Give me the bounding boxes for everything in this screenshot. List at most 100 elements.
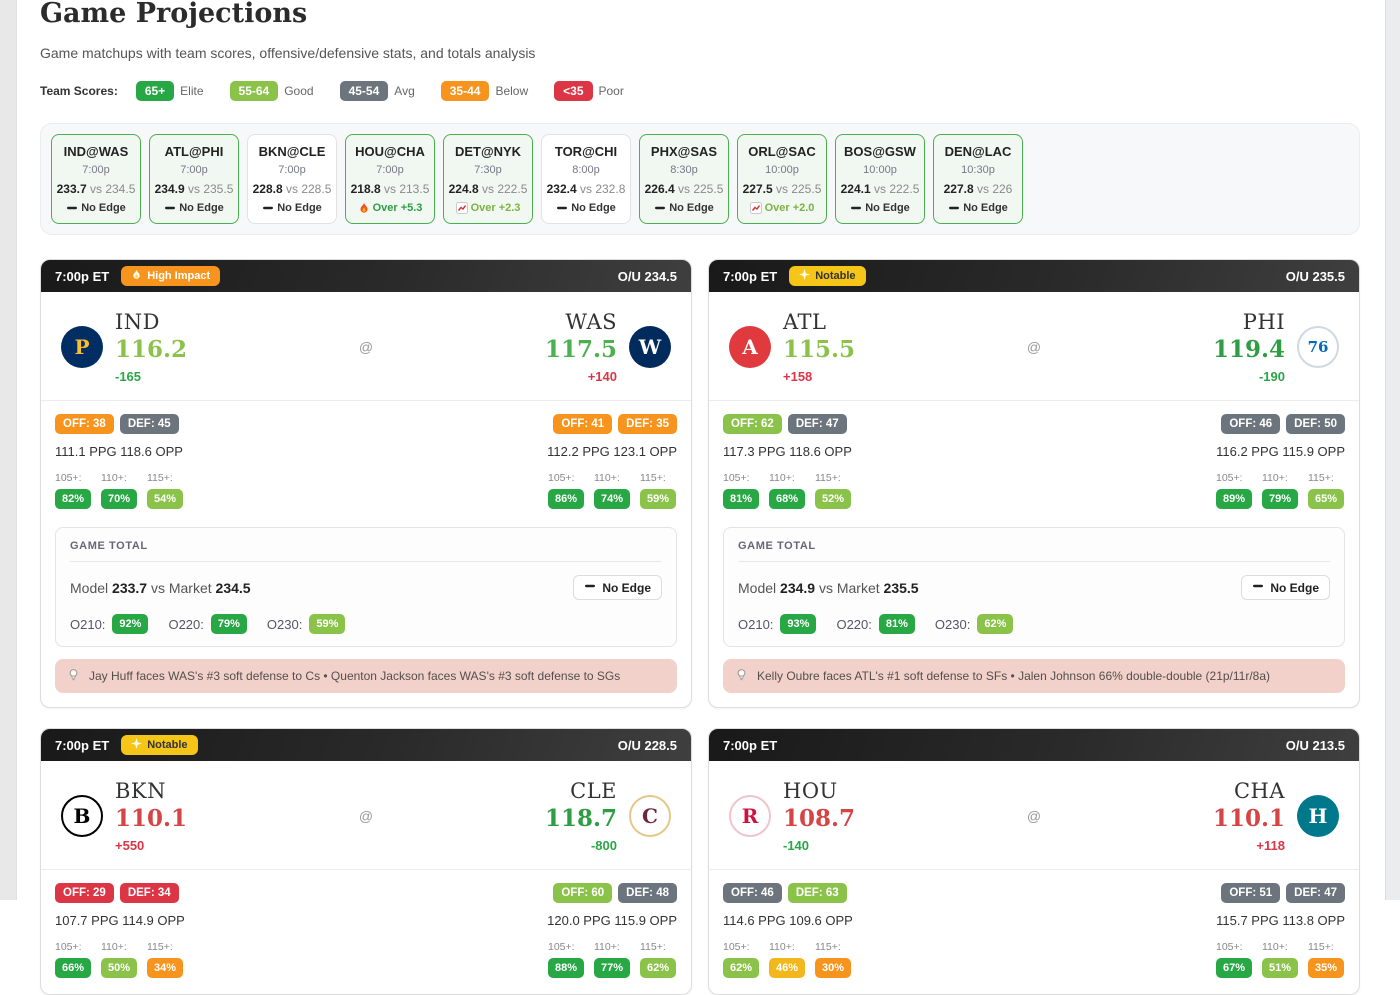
legend-item: 65+ Elite: [136, 81, 204, 101]
legend-label: Team Scores:: [40, 84, 118, 98]
game-total-box: GAME TOTAL Model 234.9 vs Market 235.5 N…: [723, 527, 1345, 647]
flame-icon: [131, 269, 142, 283]
dash-icon: [948, 202, 960, 214]
home-ppg-line: 116.2 PPG 115.9 OPP: [1216, 444, 1345, 459]
away-team-odds: +550: [115, 838, 187, 853]
model-total: 224.1: [841, 182, 871, 196]
home-team-score: 118.7: [545, 805, 617, 832]
threshold-label: 110+:: [101, 472, 138, 484]
away-team-score: 108.7: [783, 805, 855, 832]
market-total-value: 235.5: [884, 580, 919, 596]
threshold-badge: 79%: [1262, 489, 1298, 509]
home-team-odds: +118: [1213, 838, 1285, 853]
threshold-label: 110+:: [594, 941, 631, 953]
team-scores-legend: Team Scores: 65+ Elite 55-64 Good 45-54 …: [40, 81, 1360, 101]
home-off-rating-badge: OFF: 46: [1221, 414, 1280, 434]
home-team: PHI 119.4 -190 76: [1054, 310, 1339, 384]
model-total: 233.7: [57, 182, 87, 196]
schedule-card[interactable]: TOR@CHI 8:00p 232.4 vs 232.8 No Edge: [541, 134, 631, 224]
schedule-card-time: 8:30p: [644, 164, 724, 176]
schedule-card-totals: 227.8 vs 226: [938, 182, 1018, 196]
home-def-rating-badge: DEF: 50: [1286, 414, 1345, 434]
home-off-rating-badge: OFF: 60: [553, 883, 612, 903]
model-vs-market: Model 234.9 vs Market 235.5: [738, 580, 919, 596]
main-content: Game Projections Game matchups with team…: [40, 0, 1360, 995]
market-total: vs 225.5: [776, 182, 821, 196]
threshold-label: 115+:: [147, 941, 184, 953]
model-total: 224.8: [449, 182, 479, 196]
away-team-logo: A: [729, 326, 771, 368]
threshold-badge: 81%: [723, 489, 759, 509]
model-total: 226.4: [645, 182, 675, 196]
schedule-card-matchup: HOU@CHA: [350, 144, 430, 159]
model-total: 234.9: [155, 182, 185, 196]
legend-badge: 65+: [136, 81, 174, 101]
market-total: vs 222.5: [874, 182, 919, 196]
schedule-card[interactable]: IND@WAS 7:00p 233.7 vs 234.5 No Edge: [51, 134, 141, 224]
model-total: 227.8: [944, 182, 974, 196]
home-team-stats: OFF: 60 DEF: 48 120.0 PPG 115.9 OPP 105+…: [547, 883, 677, 978]
threshold-label: 115+:: [147, 472, 184, 484]
market-total: vs 228.5: [286, 182, 331, 196]
schedule-card-edge: Over +5.3: [350, 202, 430, 214]
away-off-rating-badge: OFF: 29: [55, 883, 114, 903]
home-team-abbr: CHA: [1213, 779, 1285, 803]
schedule-card-edge: No Edge: [644, 202, 724, 214]
game-total-box: GAME TOTAL Model 233.7 vs Market 234.5 N…: [55, 527, 677, 647]
schedule-card-matchup: IND@WAS: [56, 144, 136, 159]
schedule-card[interactable]: BKN@CLE 7:00p 228.8 vs 228.5 No Edge: [247, 134, 337, 224]
home-team-abbr: CLE: [545, 779, 617, 803]
edge-text: No Edge: [179, 202, 224, 214]
legend-item-label: Good: [284, 84, 313, 98]
page-subtitle: Game matchups with team scores, offensiv…: [40, 45, 1360, 61]
game-time: 7:00p ET: [55, 269, 109, 284]
home-ppg-line: 112.2 PPG 123.1 OPP: [547, 444, 677, 459]
away-team-abbr: HOU: [783, 779, 855, 803]
schedule-card[interactable]: PHX@SAS 8:30p 226.4 vs 225.5 No Edge: [639, 134, 729, 224]
stats-row: OFF: 62 DEF: 47 117.3 PPG 118.6 OPP 105+…: [709, 401, 1359, 525]
legend-item-label: Below: [495, 84, 528, 98]
model-total-value: 234.9: [780, 580, 815, 596]
schedule-card[interactable]: DET@NYK 7:30p 224.8 vs 222.5 Over +2.3: [443, 134, 533, 224]
game-card: 7:00p ET High Impact O/U 234.5 P IND 116…: [40, 259, 692, 708]
sparkle-icon: [131, 738, 142, 752]
left-page-gutter: [0, 0, 17, 900]
schedule-card-totals: 234.9 vs 235.5: [154, 182, 234, 196]
game-card: 7:00p ET O/U 213.5 R HOU 108.7 -140 @ CH…: [708, 728, 1360, 995]
home-team: CLE 118.7 -800 C: [386, 779, 671, 853]
schedule-card-matchup: BKN@CLE: [252, 144, 332, 159]
schedule-card[interactable]: HOU@CHA 7:00p 218.8 vs 213.5 Over +5.3: [345, 134, 435, 224]
insight-note-text: Kelly Oubre faces ATL's #1 soft defense …: [757, 669, 1270, 683]
away-ppg-line: 111.1 PPG 118.6 OPP: [55, 444, 184, 459]
home-team-score: 110.1: [1213, 805, 1285, 832]
home-team-abbr: WAS: [545, 310, 617, 334]
schedule-card-edge: No Edge: [546, 202, 626, 214]
legend-item: 35-44 Below: [441, 81, 528, 101]
game-card-header: 7:00p ET High Impact O/U 234.5: [41, 260, 691, 292]
threshold-label: 105+:: [1216, 941, 1253, 953]
scrollbar-track[interactable]: [1385, 0, 1400, 900]
over-prob-badge: 62%: [977, 614, 1013, 634]
schedule-card[interactable]: BOS@GSW 10:00p 224.1 vs 222.5 No Edge: [835, 134, 925, 224]
home-off-rating-badge: OFF: 51: [1221, 883, 1280, 903]
schedule-card-totals: 233.7 vs 234.5: [56, 182, 136, 196]
threshold-badge: 46%: [769, 958, 805, 978]
dash-icon: [1252, 580, 1264, 595]
over-prob-label: O230:: [267, 617, 302, 632]
schedule-card-totals: 232.4 vs 232.8: [546, 182, 626, 196]
over-prob-label: O210:: [70, 617, 105, 632]
schedule-card-totals: 226.4 vs 225.5: [644, 182, 724, 196]
away-team: R HOU 108.7 -140: [729, 779, 1014, 853]
schedule-card[interactable]: DEN@LAC 10:30p 227.8 vs 226 No Edge: [933, 134, 1023, 224]
home-team-score: 119.4: [1213, 336, 1285, 363]
schedule-card[interactable]: ATL@PHI 7:00p 234.9 vs 235.5 No Edge: [149, 134, 239, 224]
threshold-label: 110+:: [1262, 472, 1299, 484]
schedule-card[interactable]: ORL@SAC 10:00p 227.5 vs 225.5 Over +2.0: [737, 134, 827, 224]
game-card-header: 7:00p ET O/U 213.5: [709, 729, 1359, 761]
away-team-stats: OFF: 29 DEF: 34 107.7 PPG 114.9 OPP 105+…: [55, 883, 185, 978]
over-prob-label: O230:: [935, 617, 970, 632]
teams-row: B BKN 110.1 +550 @ CLE 118.7 -800 C: [41, 761, 691, 869]
away-team-stats: OFF: 46 DEF: 63 114.6 PPG 109.6 OPP 105+…: [723, 883, 853, 978]
over-prob-badge: 79%: [211, 614, 247, 634]
edge-text: No Edge: [669, 202, 714, 214]
